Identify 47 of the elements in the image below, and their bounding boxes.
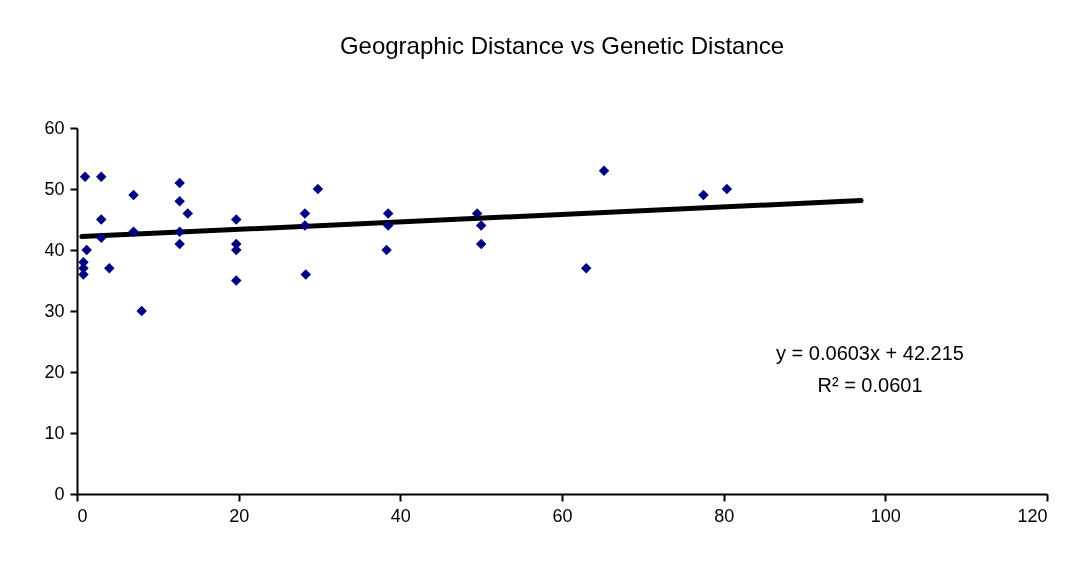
x-tick-label: 120 <box>1017 505 1048 526</box>
y-tick-label: 0 <box>54 483 65 504</box>
point <box>174 177 185 189</box>
y-tick-label: 60 <box>44 117 65 138</box>
point <box>104 263 115 274</box>
x-tick-label: 40 <box>390 505 411 526</box>
point <box>299 220 311 231</box>
x-tick-label: 80 <box>714 505 735 526</box>
point <box>136 305 147 317</box>
annotation: R² = 0.0601 <box>817 374 923 396</box>
point <box>471 208 483 219</box>
point <box>174 238 185 250</box>
point <box>299 208 311 219</box>
point <box>698 189 709 201</box>
point <box>598 165 610 176</box>
point <box>96 232 107 244</box>
chart-title: Geographic Distance vs Genetic Distance <box>339 32 785 59</box>
y-tick-label: 30 <box>44 300 65 321</box>
point <box>721 183 733 195</box>
point <box>581 263 592 274</box>
annotation: y = 0.0603x + 42.215 <box>776 342 964 364</box>
point <box>475 220 487 231</box>
point <box>79 171 91 183</box>
point <box>128 226 139 237</box>
y-tick-label: 10 <box>44 422 65 443</box>
y-tick-label: 20 <box>44 361 65 382</box>
point <box>81 244 92 256</box>
x-tick-label: 20 <box>229 505 250 526</box>
point <box>174 226 185 237</box>
point <box>300 269 311 280</box>
point <box>174 195 185 207</box>
point <box>182 208 193 219</box>
point <box>231 275 242 286</box>
x-tick-label: 100 <box>870 505 901 526</box>
point <box>381 244 392 256</box>
point <box>312 183 324 195</box>
y-tick-label: 50 <box>44 178 65 199</box>
point <box>231 214 242 225</box>
y-tick-label: 40 <box>44 239 65 260</box>
point <box>382 220 394 231</box>
point <box>128 189 139 201</box>
point <box>96 214 107 225</box>
point <box>96 171 107 183</box>
x-tick-label: 60 <box>552 505 573 526</box>
point <box>475 238 487 250</box>
x-tick-label: 0 <box>77 505 88 526</box>
point <box>382 208 394 219</box>
